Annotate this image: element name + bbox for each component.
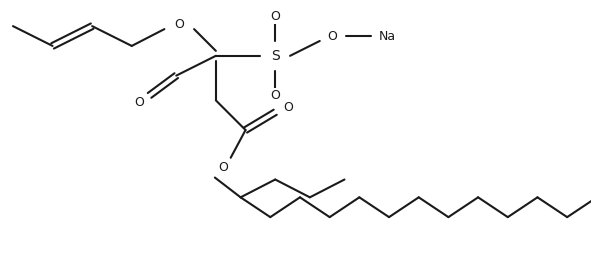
Text: O: O [270, 10, 280, 23]
Text: S: S [271, 49, 280, 63]
Text: O: O [328, 30, 337, 42]
Text: O: O [283, 101, 293, 114]
Text: O: O [218, 161, 228, 174]
Text: O: O [174, 18, 184, 31]
Text: Na: Na [378, 30, 396, 42]
Text: O: O [135, 96, 144, 109]
Text: O: O [270, 89, 280, 102]
